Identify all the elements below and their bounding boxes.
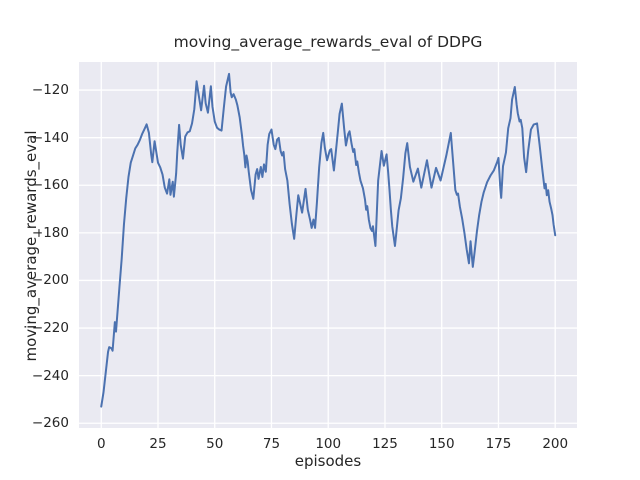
x-tick-label: 125: [372, 436, 398, 452]
x-tick-label: 100: [315, 436, 342, 452]
x-tick-label: 200: [542, 436, 569, 452]
y-tick-label: −240: [31, 367, 69, 384]
y-tick-label: −260: [31, 415, 69, 432]
reward-line-series: [100, 72, 557, 408]
y-tick-label: −160: [31, 177, 69, 194]
x-tick-label: 175: [485, 436, 512, 452]
y-tick-label: −120: [31, 82, 69, 99]
y-tick-label: −200: [31, 272, 69, 289]
y-tick-label: −140: [31, 129, 69, 146]
x-tick-label: 75: [262, 436, 281, 452]
x-tick-label: 150: [428, 436, 455, 452]
y-tick-label: −220: [31, 320, 69, 337]
x-tick-label: 25: [149, 436, 167, 452]
x-tick-label: 50: [206, 436, 224, 452]
x-axis-label: episodes: [294, 452, 362, 470]
y-tick-label: −180: [31, 224, 69, 241]
x-tick-label: 0: [96, 436, 106, 452]
chart-title: moving_average_rewards_eval of DDPG: [173, 33, 483, 51]
